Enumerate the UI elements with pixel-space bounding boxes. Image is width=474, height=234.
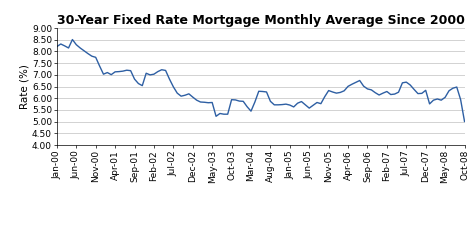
Y-axis label: Rate (%): Rate (%) (19, 64, 29, 109)
Title: 30-Year Fixed Rate Mortgage Monthly Average Since 2000: 30-Year Fixed Rate Mortgage Monthly Aver… (57, 14, 465, 27)
